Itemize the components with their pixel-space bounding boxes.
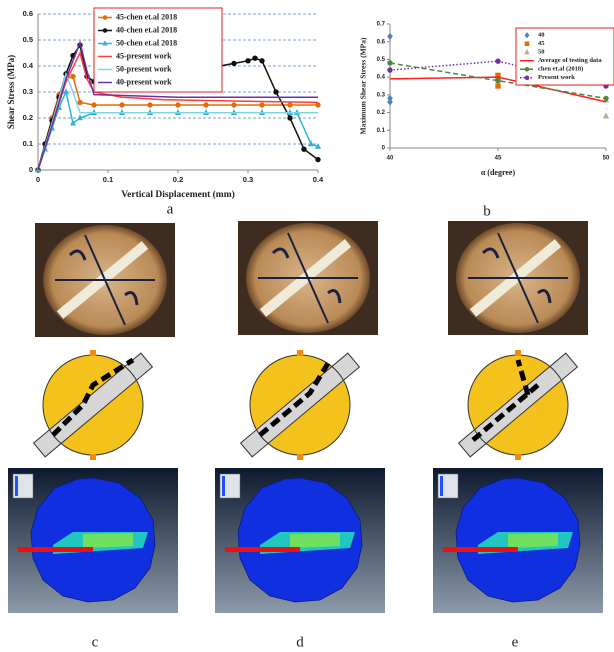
legend-marker [525, 67, 529, 71]
marker [148, 103, 152, 107]
y-tick-label: 0.4 [23, 61, 34, 70]
legend-label: 50-chen et.al 2018 [116, 38, 177, 47]
y-tick-label: 0.1 [377, 128, 386, 134]
y-tick-label: 0.2 [377, 110, 386, 116]
marker [92, 103, 96, 107]
panel-label: e [512, 634, 519, 650]
legend-label: 40-present work [116, 77, 172, 86]
y-axis-label: Shear Stress (MPa) [6, 55, 16, 129]
marker [496, 59, 500, 63]
legend-marker [103, 16, 107, 20]
marker [232, 103, 236, 107]
marker [232, 61, 236, 65]
fe-contour [433, 468, 603, 613]
marker [316, 103, 320, 107]
legend-label: 45 [538, 40, 545, 47]
y-tick-label: 0.5 [23, 35, 33, 44]
x-tick-label: 0.4 [313, 175, 324, 184]
panel-label: a [167, 201, 174, 217]
marker [604, 96, 608, 100]
marker [246, 59, 250, 63]
x-tick-label: 0.1 [103, 175, 113, 184]
marker [274, 90, 278, 94]
marker [496, 84, 500, 88]
x-tick-label: 45 [495, 156, 502, 162]
y-tick-label: 0.6 [377, 39, 386, 45]
legend-marker [525, 42, 529, 46]
x-axis-label: α (degree) [481, 168, 516, 177]
crack-diagram [34, 350, 153, 460]
marker [120, 103, 124, 107]
y-tick-label: 0.3 [23, 87, 33, 96]
panel-label: b [483, 203, 491, 219]
figure: a b c d e 0 0.1 0.2 0.3 0.4 0.5 0.6 0 0.1 0.2 0.3 0… [0, 0, 614, 652]
marker [302, 147, 306, 151]
legend-label: chen et.al (2018) [538, 66, 583, 73]
x-tick-label: 40 [387, 156, 394, 162]
legend-label: Present work [538, 74, 575, 81]
legend-marker [525, 76, 529, 80]
panel-label: c [92, 634, 99, 650]
specimen-photo [448, 221, 588, 335]
marker [288, 116, 292, 120]
legend-marker [103, 29, 107, 33]
crack-diagram [459, 350, 578, 460]
marker [260, 103, 264, 107]
marker [260, 59, 264, 63]
marker [78, 115, 82, 119]
marker [71, 74, 75, 78]
marker [64, 89, 68, 93]
y-tick-label: 0.6 [23, 9, 33, 18]
y-tick-label: 0.7 [377, 22, 386, 28]
legend-label: 45-present work [116, 51, 172, 60]
marker [316, 144, 320, 148]
marker [388, 68, 392, 72]
y-tick-label: 0.5 [377, 57, 386, 63]
x-tick-label: 0.2 [173, 175, 183, 184]
marker [204, 103, 208, 107]
x-tick-label: 50 [603, 156, 610, 162]
y-tick-label: 0.1 [23, 139, 33, 148]
specimen-photo [35, 223, 175, 337]
y-tick-label: 0.2 [23, 113, 33, 122]
marker [388, 34, 392, 40]
marker [496, 78, 500, 82]
x-axis-label: Vertical Displacement (mm) [121, 189, 235, 200]
marker [388, 61, 392, 65]
marker [604, 113, 608, 117]
legend-label: 40-chen et.al 2018 [116, 25, 177, 34]
legend-label: 50 [538, 49, 545, 56]
marker [78, 100, 82, 104]
y-tick-label: 0.3 [377, 92, 386, 98]
legend-label: 50-present work [116, 64, 172, 73]
marker [316, 157, 320, 161]
marker [253, 56, 257, 60]
x-tick-label: 0 [36, 175, 40, 184]
marker [176, 103, 180, 107]
x-tick-label: 0.3 [243, 175, 253, 184]
y-tick-label: 0 [29, 165, 33, 174]
y-tick-label: 0 [382, 146, 386, 152]
fe-contour [215, 468, 385, 613]
fe-contour [8, 468, 178, 613]
legend-label: Average of testing data [538, 57, 602, 64]
legend-label: 45-chen et.al 2018 [116, 12, 177, 21]
marker [288, 103, 292, 107]
legend-label: 40 [538, 32, 545, 39]
crack-diagram [241, 350, 360, 460]
y-axis-label: Maximum Shear Stress (MPa) [359, 37, 368, 135]
panel-label: d [296, 634, 304, 650]
y-tick-label: 0.4 [377, 75, 386, 81]
specimen-photo [238, 221, 378, 335]
